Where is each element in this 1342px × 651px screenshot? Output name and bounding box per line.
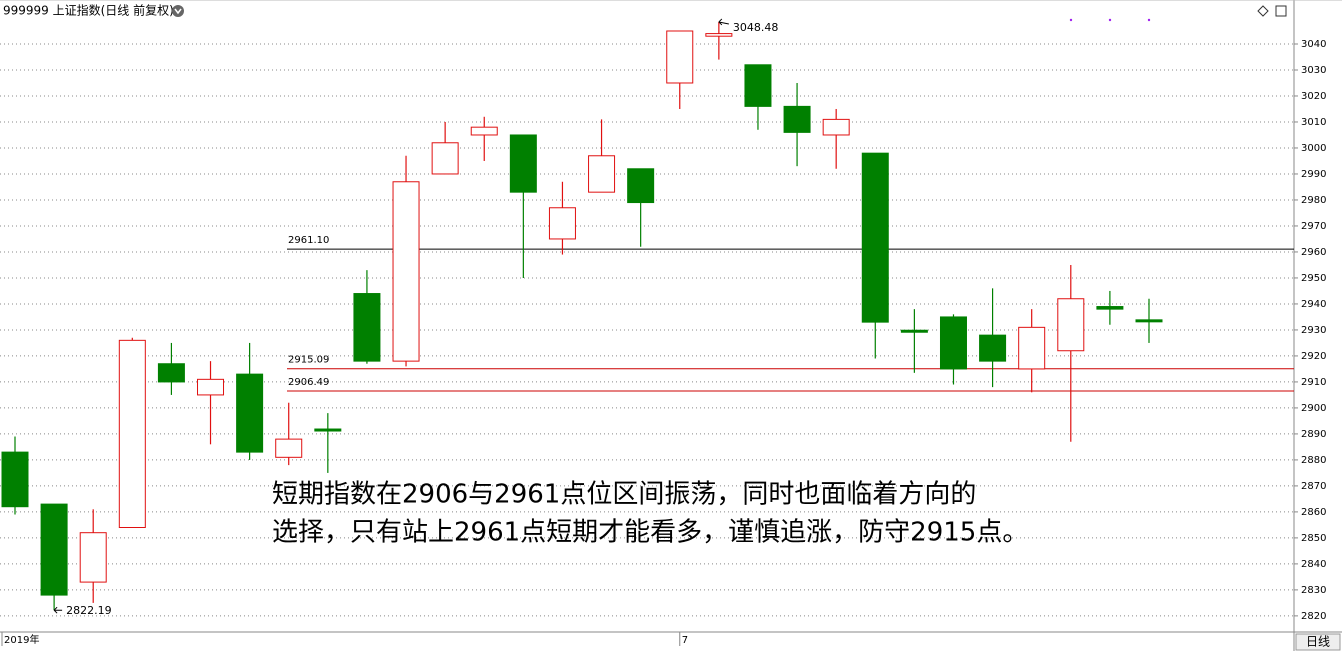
y-tick-label: 3040 [1301,39,1326,50]
candle-body [392,181,420,362]
y-tick-label: 2870 [1301,481,1326,492]
annotation: 短期指数在2906与2961点位区间振荡，同时也面临着方向的 [272,480,976,510]
dropdown-icon[interactable] [172,5,184,17]
y-tick-label: 2980 [1301,195,1326,206]
pointer [53,606,63,614]
candle-body [1018,326,1046,370]
y-tick-label: 2960 [1301,247,1326,258]
candle-body [705,33,733,37]
candle-body [236,373,264,453]
y-tick-label: 2920 [1301,351,1326,362]
dropdown-arrow [174,8,182,15]
candle-body [588,155,616,193]
dot [1069,18,1073,22]
x-tick-label: 2019年 [4,633,39,646]
y-tick-label: 2990 [1301,169,1326,180]
candle-body [1057,298,1085,352]
annotation: 选择，只有站上2961点短期才能看多，谨慎追涨，防守2915点。 [272,518,1028,548]
candle-body [197,378,225,396]
maximize-button[interactable] [1275,5,1287,17]
high-label: 3048.48 [733,21,779,34]
candle-body [470,126,498,136]
y-tick-label: 3010 [1301,117,1326,128]
diamond-button[interactable] [1257,5,1269,17]
dot [1147,18,1151,22]
candle-body [861,152,889,323]
candle-body [157,363,185,383]
y-tick-label: 2840 [1301,559,1326,570]
y-tick-label: 2860 [1301,507,1326,518]
y-tick-label: 2950 [1301,273,1326,284]
level-label: 2906.49 [288,377,329,388]
candle-body [939,316,967,370]
y-tick-label: 3030 [1301,65,1326,76]
period-tab[interactable] [1295,633,1341,651]
y-tick-label: 2890 [1301,429,1326,440]
candle-body [1,451,29,508]
y-tick-label: 2820 [1301,611,1326,622]
candle-body [744,64,772,107]
dot [1108,18,1112,22]
y-tick-label: 2830 [1301,585,1326,596]
y-tick-label: 2880 [1301,455,1326,466]
y-tick-label: 3000 [1301,143,1326,154]
candle-body [40,503,68,596]
candle-body [900,329,928,333]
y-tick-label: 2900 [1301,403,1326,414]
candle-body [431,142,459,175]
level-label: 2961.10 [288,235,329,246]
candle-body [118,339,146,528]
candle-body [822,118,850,136]
candle-body [353,293,381,362]
chart-title: 999999 上证指数(日线 前复权) [3,3,174,18]
candle-body [666,30,694,84]
y-tick-label: 2930 [1301,325,1326,336]
y-tick-label: 2910 [1301,377,1326,388]
y-tick-label: 3020 [1301,91,1326,102]
candle-body [783,105,811,133]
x-tick-label: 7 [682,635,688,646]
candle-body [979,334,1007,362]
y-tick-label: 2970 [1301,221,1326,232]
y-tick-label: 2850 [1301,533,1326,544]
candle-body [548,207,576,240]
candle-body [79,532,107,583]
candle-body [275,438,303,458]
candle-body [1096,306,1124,310]
pointer [718,18,729,26]
level-label: 2915.09 [288,355,329,366]
candle-body [314,428,342,432]
y-tick-label: 2940 [1301,299,1326,310]
period-tab-label: 日线 [1306,635,1330,649]
low-label: 2822.19 [66,604,112,617]
candle-body [627,168,655,204]
candle-body [1135,319,1163,323]
candle-body [509,134,537,193]
